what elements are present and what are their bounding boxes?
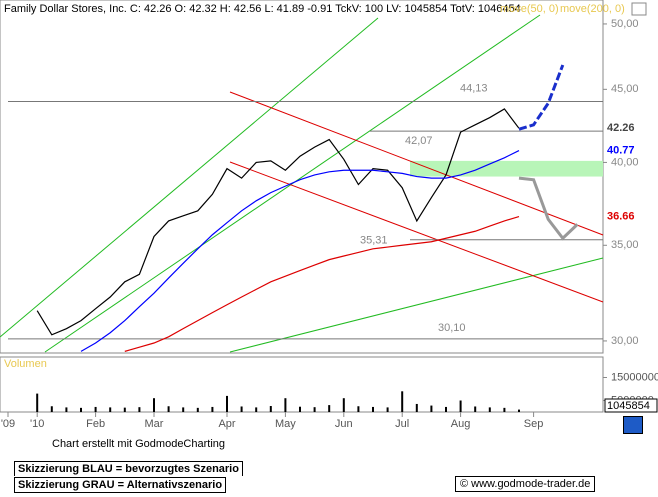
volume-bar bbox=[328, 405, 331, 412]
value-label-box bbox=[605, 209, 639, 224]
level-label: 35,31 bbox=[360, 235, 388, 247]
x-tick-label: Jul bbox=[395, 418, 409, 430]
x-tick-label: Apr bbox=[218, 418, 235, 430]
volume-bar bbox=[182, 407, 185, 412]
volume-bar bbox=[445, 406, 447, 412]
volume-bar bbox=[123, 407, 126, 412]
volume-bar bbox=[474, 406, 477, 412]
corner-icon bbox=[631, 2, 647, 16]
logo-icon bbox=[623, 416, 643, 434]
volume-bar bbox=[65, 407, 68, 412]
volume-panel bbox=[0, 356, 604, 413]
volume-bar bbox=[255, 407, 258, 412]
x-tick-label: May bbox=[275, 418, 296, 430]
volume-bar bbox=[36, 393, 39, 412]
y-tick-label: 45,00 bbox=[611, 83, 639, 95]
volume-value-label: 1045854 bbox=[607, 400, 650, 412]
trend-line bbox=[229, 257, 604, 353]
credit: Chart erstellt mit GodmodeCharting bbox=[52, 438, 226, 450]
volume-bar bbox=[401, 391, 404, 412]
volume-bar bbox=[284, 398, 287, 412]
x-tick-label: Feb bbox=[86, 418, 105, 430]
volume-bar bbox=[357, 406, 360, 412]
level-label: 44,13 bbox=[460, 82, 488, 94]
series-line bbox=[80, 150, 520, 352]
y-tick-label: 30,00 bbox=[611, 335, 639, 347]
value-label: 40.77 bbox=[607, 144, 635, 156]
chart: Family Dollar Stores, Inc. C: 42.26 O: 4… bbox=[0, 0, 658, 430]
volume-bar bbox=[342, 398, 345, 412]
volume-bar bbox=[80, 407, 82, 412]
x-tick-label: '10 bbox=[30, 418, 44, 430]
volume-bar bbox=[269, 406, 272, 412]
value-label: 42.26 bbox=[607, 122, 635, 134]
legend-entry: move(200, 0) bbox=[560, 3, 625, 15]
y-tick-label: 40,00 bbox=[611, 156, 639, 168]
level-label: 30,10 bbox=[438, 322, 466, 334]
volume-tick-label: 15000000 bbox=[611, 371, 658, 383]
volume-bar bbox=[226, 395, 228, 412]
chart-title: Family Dollar Stores, Inc. C: 42.26 O: 4… bbox=[4, 3, 521, 15]
series-line bbox=[518, 64, 565, 131]
value-label-box bbox=[605, 121, 639, 136]
x-tick-label: Aug bbox=[451, 418, 471, 430]
volume-bar bbox=[430, 405, 433, 412]
volume-bar bbox=[138, 407, 141, 412]
trend-line bbox=[0, 17, 379, 338]
trend-line bbox=[229, 91, 604, 236]
volume-bar bbox=[240, 406, 243, 412]
y-tick-label: 35,00 bbox=[611, 239, 639, 251]
value-label-box bbox=[605, 143, 639, 158]
volume-bar bbox=[415, 403, 418, 412]
legend-entry: move(50, 0) bbox=[500, 3, 559, 15]
volume-bar bbox=[459, 400, 462, 412]
series-line bbox=[518, 176, 579, 241]
x-tick-label: Sep bbox=[524, 418, 544, 430]
volume-bar bbox=[503, 407, 506, 412]
volume-bar bbox=[372, 406, 374, 412]
x-tick-label: '09 bbox=[1, 418, 15, 430]
volume-bar bbox=[313, 407, 316, 412]
support-zone bbox=[410, 160, 603, 177]
copyright: © www.godmode-trader.de bbox=[455, 476, 596, 492]
x-tick-label: Jun bbox=[335, 418, 353, 430]
volume-bar bbox=[488, 407, 491, 412]
volume-bar bbox=[518, 409, 520, 412]
series-line bbox=[36, 108, 520, 336]
series-line bbox=[124, 215, 520, 352]
volume-bar bbox=[167, 406, 170, 412]
volume-title: Volumen bbox=[4, 358, 47, 370]
trend-line bbox=[229, 161, 604, 303]
volume-bar bbox=[50, 406, 53, 412]
volume-bar bbox=[211, 406, 214, 412]
volume-bar bbox=[196, 407, 199, 412]
note-blue: Skizzierung BLAU = bevorzugtes Szenario bbox=[14, 461, 243, 476]
value-label: 36.66 bbox=[607, 210, 635, 222]
volume-bar bbox=[94, 406, 97, 412]
volume-bar bbox=[386, 407, 389, 412]
volume-bar bbox=[153, 398, 155, 412]
x-tick-label: Mar bbox=[145, 418, 164, 430]
note-gray: Skizzierung GRAU = Alternativszenario bbox=[14, 477, 227, 493]
volume-bar bbox=[299, 406, 301, 412]
volume-bar bbox=[109, 407, 112, 412]
volume-label-box bbox=[604, 398, 658, 413]
y-tick-label: 50,00 bbox=[611, 18, 639, 30]
level-label: 42,07 bbox=[405, 135, 433, 147]
